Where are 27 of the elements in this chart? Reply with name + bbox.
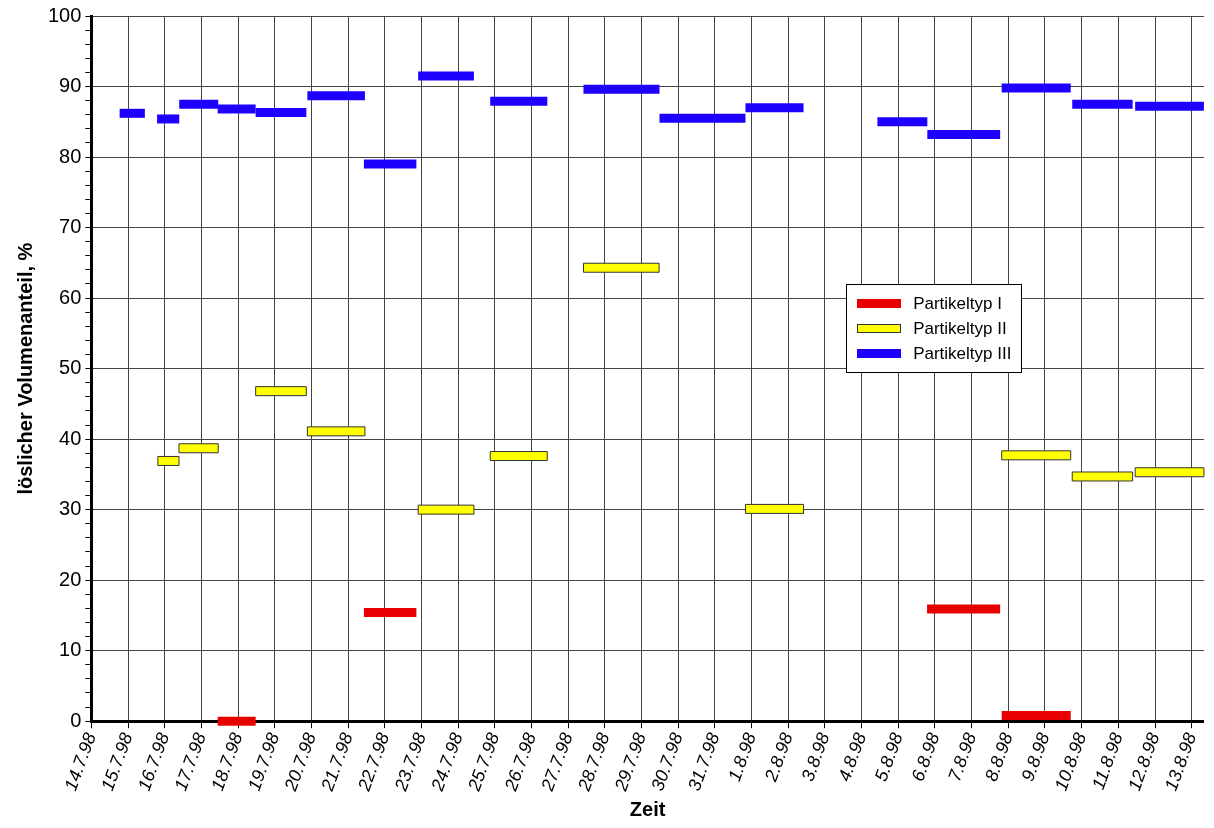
legend-label: Partikeltyp III <box>913 343 1012 365</box>
y-tick-label: 30 <box>59 497 82 520</box>
x-tick-label: 3.8.98 <box>797 730 834 784</box>
x-tick-label: 14.7.98 <box>60 730 100 794</box>
y-tick-label: 10 <box>59 638 82 661</box>
y-tick-label: 70 <box>59 215 82 238</box>
y-tick-label: 20 <box>59 567 82 590</box>
x-tick-label: 7.8.98 <box>944 730 981 784</box>
x-tick-label: 5.8.98 <box>870 730 907 784</box>
x-tick-label: 6.8.98 <box>907 730 944 784</box>
y-tick-label: 0 <box>70 708 82 731</box>
y-tick-label: 80 <box>59 144 82 167</box>
x-axis-title: Zeit <box>629 797 666 820</box>
x-tick-label: 31.7.98 <box>684 730 724 794</box>
legend-label: Partikeltyp I <box>913 293 1002 315</box>
y-tick-label: 60 <box>59 285 82 308</box>
y-axis-title: löslicher Volumenanteil, % <box>13 242 36 495</box>
x-tick-label: 1.8.98 <box>724 730 761 784</box>
y-tick-label: 90 <box>59 74 82 97</box>
x-tick-label: 4.8.98 <box>834 730 871 784</box>
y-tick-label: 50 <box>59 356 82 379</box>
y-tick-label: 40 <box>59 426 82 449</box>
x-tick-label: 2.8.98 <box>760 730 797 785</box>
x-tick-label: 8.8.98 <box>980 730 1017 784</box>
legend-label: Partikeltyp II <box>913 318 1007 340</box>
y-tick-label: 100 <box>47 3 82 26</box>
x-tick-label: 30.7.98 <box>647 730 687 794</box>
